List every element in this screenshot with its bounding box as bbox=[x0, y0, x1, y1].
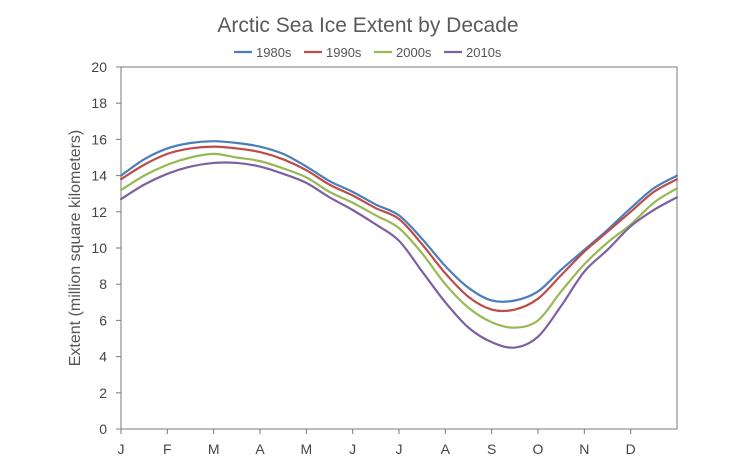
legend-item-1980s: 1980s bbox=[234, 45, 292, 60]
legend-label: 1990s bbox=[326, 45, 362, 60]
x-tick-label: J bbox=[396, 441, 403, 457]
y-tick-label: 6 bbox=[99, 312, 107, 328]
x-tick-label: J bbox=[118, 441, 125, 457]
x-tick-label: S bbox=[487, 441, 496, 457]
legend-item-2000s: 2000s bbox=[374, 45, 432, 60]
x-tick-label: J bbox=[349, 441, 356, 457]
x-tick-label: A bbox=[255, 441, 265, 457]
y-tick-label: 4 bbox=[99, 349, 107, 365]
legend-item-1990s: 1990s bbox=[304, 45, 362, 60]
legend-label: 1980s bbox=[256, 45, 292, 60]
series-line-2010s bbox=[119, 161, 679, 349]
series-line-1980s bbox=[119, 140, 679, 303]
y-axis-label: Extent (million square kilometers) bbox=[67, 130, 84, 367]
x-tick-label: D bbox=[626, 441, 636, 457]
x-tick-label: N bbox=[579, 441, 589, 457]
y-tick-label: 16 bbox=[91, 131, 107, 147]
legend-item-2010s: 2010s bbox=[444, 45, 502, 60]
x-tick-label: M bbox=[208, 441, 220, 457]
series-line-2000s bbox=[119, 152, 679, 329]
y-tick-label: 12 bbox=[91, 204, 107, 220]
y-tick-label: 10 bbox=[91, 240, 107, 256]
legend-label: 2010s bbox=[466, 45, 502, 60]
y-tick-label: 20 bbox=[91, 59, 107, 75]
x-tick-label: F bbox=[163, 441, 172, 457]
y-tick-label: 8 bbox=[99, 276, 107, 292]
x-tick-label: M bbox=[300, 441, 312, 457]
y-tick-label: 18 bbox=[91, 95, 107, 111]
series-lines bbox=[119, 140, 679, 349]
series-line-1990s bbox=[119, 145, 679, 313]
chart-legend: 1980s 1990s 2000s 2010s bbox=[234, 45, 502, 60]
chart-title: Arctic Sea Ice Extent by Decade bbox=[217, 14, 518, 37]
plot-area-frame bbox=[120, 66, 678, 430]
y-tick-label: 0 bbox=[99, 421, 107, 437]
legend-label: 2000s bbox=[396, 45, 432, 60]
x-tick-label: O bbox=[533, 441, 544, 457]
y-axis: 0 2 4 6 8 10 12 14 16 18 20 bbox=[91, 59, 121, 437]
y-tick-label: 2 bbox=[99, 385, 107, 401]
y-tick-label: 14 bbox=[91, 168, 107, 184]
x-tick-label: A bbox=[441, 441, 451, 457]
